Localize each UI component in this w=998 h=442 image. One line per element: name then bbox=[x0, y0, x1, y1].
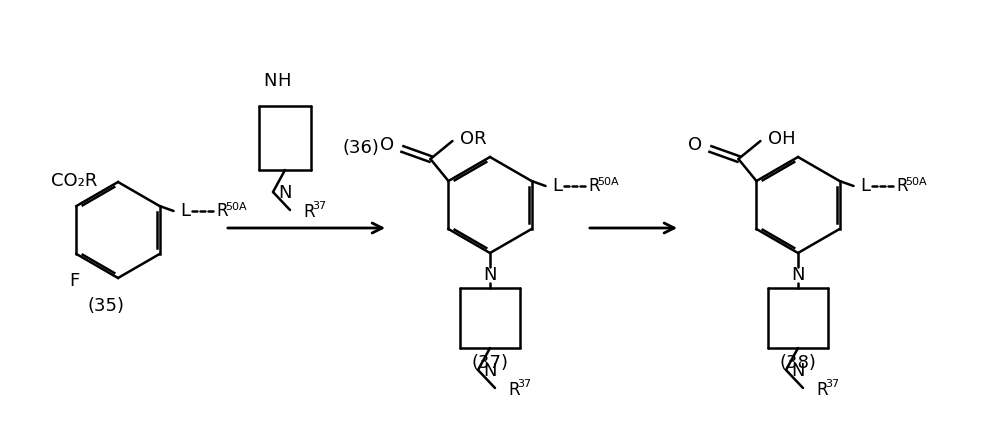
Text: R: R bbox=[217, 202, 229, 220]
Text: 37: 37 bbox=[517, 379, 531, 389]
Text: 37: 37 bbox=[825, 379, 839, 389]
Text: R: R bbox=[589, 177, 600, 195]
Text: N: N bbox=[791, 266, 804, 284]
Text: N: N bbox=[483, 362, 497, 380]
Text: (37): (37) bbox=[471, 354, 509, 372]
Text: OR: OR bbox=[460, 130, 487, 148]
Text: O: O bbox=[689, 136, 703, 154]
Text: (38): (38) bbox=[779, 354, 816, 372]
Text: 50A: 50A bbox=[598, 177, 619, 187]
Text: 37: 37 bbox=[312, 201, 326, 211]
Text: L: L bbox=[181, 202, 191, 220]
Text: R: R bbox=[303, 203, 314, 221]
Text: 50A: 50A bbox=[226, 202, 248, 212]
Text: N: N bbox=[278, 184, 291, 202]
Text: H: H bbox=[277, 72, 290, 90]
Text: (36): (36) bbox=[343, 139, 380, 157]
Text: R: R bbox=[508, 381, 520, 399]
Text: L: L bbox=[553, 177, 563, 195]
Text: N: N bbox=[483, 266, 497, 284]
Text: N: N bbox=[791, 362, 804, 380]
Text: R: R bbox=[896, 177, 908, 195]
Text: CO₂R: CO₂R bbox=[51, 172, 98, 190]
Text: L: L bbox=[860, 177, 870, 195]
Text: 50A: 50A bbox=[905, 177, 927, 187]
Text: O: O bbox=[380, 136, 394, 154]
Text: F: F bbox=[69, 272, 80, 290]
Text: R: R bbox=[816, 381, 827, 399]
Text: (35): (35) bbox=[88, 297, 125, 315]
Text: N: N bbox=[263, 72, 277, 90]
Text: OH: OH bbox=[768, 130, 796, 148]
